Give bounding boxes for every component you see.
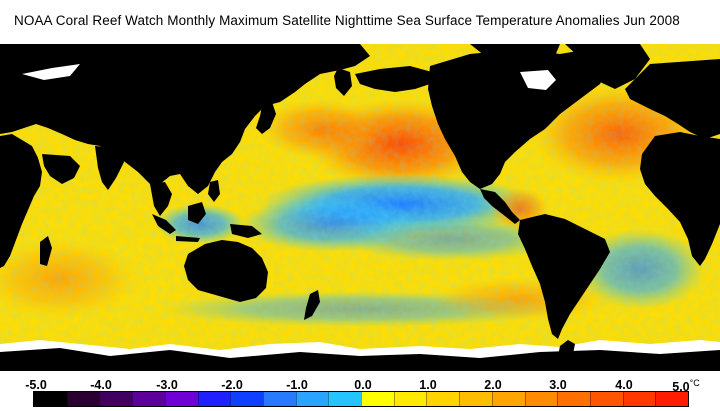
sst-anomaly-map	[0, 44, 720, 371]
india	[95, 146, 124, 190]
java	[176, 236, 200, 242]
europe-east	[625, 59, 720, 139]
legend-tick: 4.0	[615, 378, 633, 392]
japan	[256, 102, 276, 134]
color-scale-swatch	[230, 392, 263, 406]
africa-west	[640, 132, 720, 266]
color-scale-swatch	[589, 392, 623, 406]
legend-unit: °C	[689, 378, 700, 388]
color-scale-swatch	[66, 392, 100, 406]
australia	[184, 240, 268, 302]
africa	[0, 134, 42, 268]
madagascar	[40, 236, 52, 266]
color-scale-swatch	[426, 392, 460, 406]
legend-tick: 3.0	[549, 378, 567, 392]
kamchatka	[334, 68, 352, 96]
color-scale-swatch	[557, 392, 590, 406]
legend-tick: 2.0	[484, 378, 502, 392]
color-scale-swatch	[99, 392, 133, 406]
color-scale-swatch	[459, 392, 492, 406]
legend-tick: -4.0	[90, 378, 112, 392]
antarctic-peninsula	[555, 340, 580, 371]
arabian-peninsula	[42, 154, 80, 184]
canadian-arctic-islands	[470, 44, 560, 62]
color-scale-bar	[33, 391, 689, 407]
legend-tick: -2.0	[221, 378, 243, 392]
color-scale-swatch	[197, 392, 231, 406]
alaska	[355, 66, 432, 92]
borneo	[188, 202, 206, 224]
color-scale-swatch	[524, 392, 558, 406]
color-scale-swatch	[262, 392, 296, 406]
new-zealand	[304, 290, 320, 320]
color-scale-swatch	[393, 392, 427, 406]
color-scale-swatch	[491, 392, 525, 406]
color-scale-swatch	[34, 392, 67, 406]
south-america	[518, 214, 610, 339]
sumatra	[152, 214, 176, 234]
legend-tick: 0.0	[354, 378, 372, 392]
indochina	[150, 182, 172, 216]
philippines	[208, 180, 220, 202]
bering-ice	[22, 64, 80, 80]
legend-tick: -5.0	[25, 378, 47, 392]
new-guinea	[230, 224, 262, 238]
legend-tick: 5.0°C	[672, 378, 700, 395]
legend-tick: 1.0	[419, 378, 437, 392]
color-scale-swatch	[655, 392, 689, 406]
legend-tick: -1.0	[286, 378, 308, 392]
eurasia	[0, 44, 370, 194]
color-scale-swatch	[328, 392, 362, 406]
antarctica-land	[0, 348, 720, 371]
hudson-bay-ice	[520, 70, 556, 90]
title-bar: NOAA Coral Reef Watch Monthly Maximum Sa…	[0, 0, 720, 44]
color-scale-swatch	[164, 392, 198, 406]
map-title: NOAA Coral Reef Watch Monthly Maximum Sa…	[14, 13, 680, 28]
color-scale-swatch	[361, 392, 394, 406]
north-america	[428, 49, 610, 189]
central-america	[480, 189, 520, 224]
color-scale-swatch	[132, 392, 165, 406]
color-scale-swatch	[622, 392, 656, 406]
greenland	[565, 44, 650, 89]
color-scale-swatch	[295, 392, 329, 406]
legend-tick: -3.0	[156, 378, 178, 392]
